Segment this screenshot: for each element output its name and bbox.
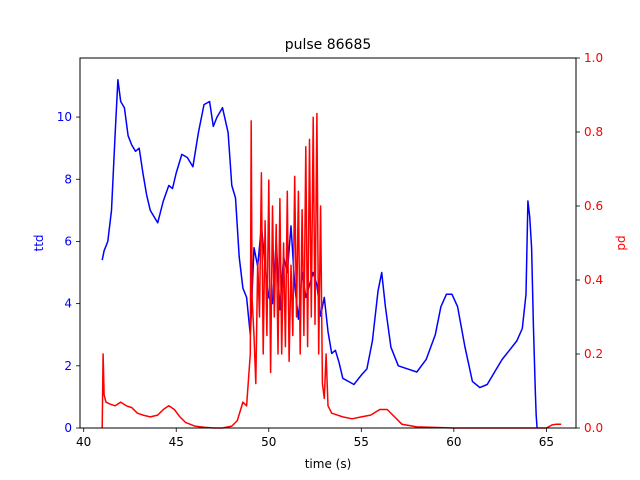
pd-series-line [101,112,562,429]
plot-series-group [101,79,562,429]
right-tick-label: 0.8 [584,125,603,139]
x-axis-label: time (s) [305,457,352,471]
x-tick-label: 50 [261,435,276,449]
chart-title: pulse 86685 [285,37,372,53]
left-axis-label: ttd [32,234,46,251]
right-tick-label: 0.6 [584,199,603,213]
right-axis-label: pd [614,235,628,250]
x-tick-label: 40 [76,435,91,449]
left-tick-label: 6 [64,234,72,248]
plot-frame [79,57,577,429]
left-tick-label: 2 [64,359,72,373]
x-tick-label: 60 [446,435,461,449]
right-tick-label: 1.0 [584,51,603,65]
x-tick-label: 45 [169,435,184,449]
right-tick-label: 0.2 [584,347,603,361]
left-tick-label: 4 [64,297,72,311]
right-axis-ticks: 0.0 0.2 0.4 0.6 0.8 1.0 [576,51,603,435]
left-tick-label: 0 [64,421,72,435]
left-tick-label: 10 [57,110,72,124]
ttd-series-line [101,79,538,429]
right-tick-label: 0.0 [584,421,603,435]
x-tick-label: 65 [539,435,554,449]
x-axis-ticks: 40 45 50 55 60 65 [76,428,554,449]
left-axis-ticks: 0 2 4 6 8 10 [57,110,80,435]
right-tick-label: 0.4 [584,273,603,287]
x-tick-label: 55 [354,435,369,449]
left-tick-label: 8 [64,172,72,186]
